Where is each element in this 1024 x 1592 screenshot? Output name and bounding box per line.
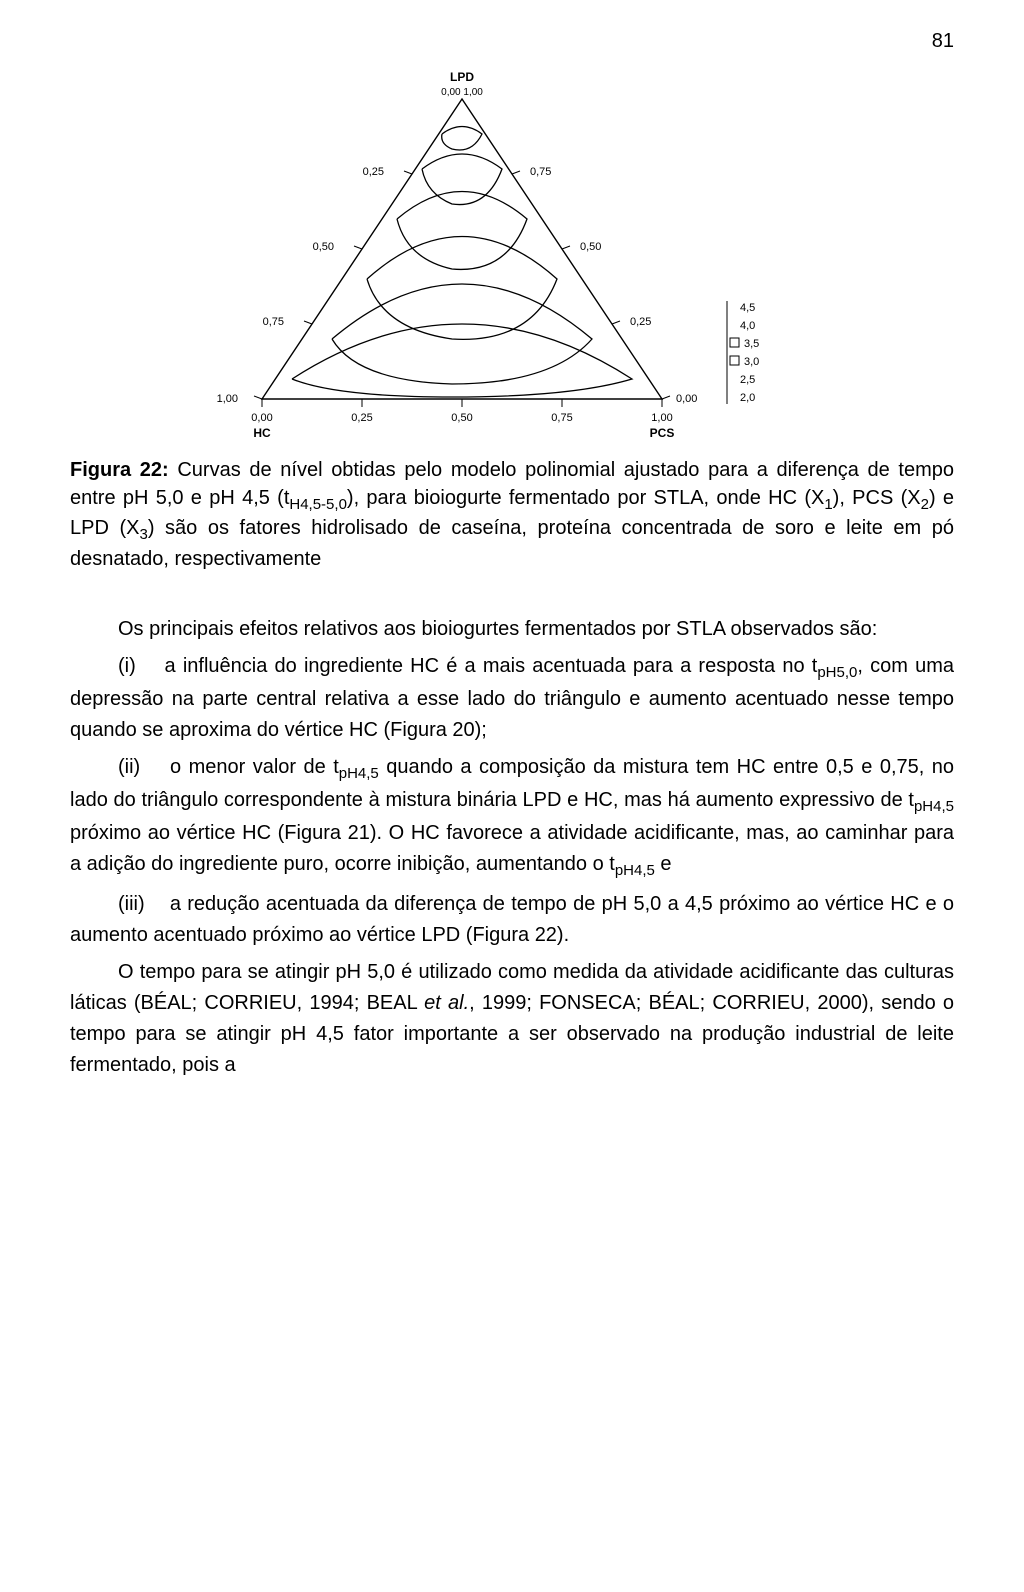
tick-left-1: 0,50 [313, 241, 334, 253]
tick-bottom-1: 0,25 [351, 412, 372, 424]
caption-rest: Curvas de nível obtidas pelo modelo poli… [70, 459, 954, 570]
legend-5: 2,0 [740, 392, 755, 404]
item-ii-label: (ii) [118, 756, 140, 778]
item-i: (i) a influência do ingrediente HC é a m… [70, 651, 954, 746]
item-i-label: (i) [118, 655, 136, 677]
tick-left-0: 0,25 [363, 166, 384, 178]
vertex-right-label: PCS [650, 426, 675, 439]
tick-right-2: 0,25 [630, 316, 651, 328]
legend-0: 4,5 [740, 302, 755, 314]
figure-caption: Figura 22: Curvas de nível obtidas pelo … [70, 457, 954, 574]
ternary-plot: 0,25 0,50 0,75 1,00 0,75 0,50 0,25 0,00 … [152, 59, 872, 439]
tick-right-3: 0,00 [676, 393, 697, 405]
item-iii: (iii) a redução acentuada da diferença d… [70, 889, 954, 951]
tick-right-1: 0,50 [580, 241, 601, 253]
paragraph-intro: Os principais efeitos relativos aos bioi… [70, 614, 954, 645]
legend-1: 4,0 [740, 320, 755, 332]
legend: 4,5 4,0 3,5 3,0 2,5 2,0 [727, 301, 759, 404]
legend-2: 3,5 [744, 338, 759, 350]
tick-left-2: 0,75 [263, 316, 284, 328]
tick-bottom-0: 0,00 [251, 412, 272, 424]
caption-bold-text: Figura 22: [70, 459, 169, 481]
figure-wrap: 0,25 0,50 0,75 1,00 0,75 0,50 0,25 0,00 … [70, 59, 954, 439]
legend-4: 2,5 [740, 374, 755, 386]
tick-bottom-2: 0,50 [451, 412, 472, 424]
tick-bottom-4: 1,00 [651, 412, 672, 424]
tick-right-0: 0,75 [530, 166, 551, 178]
vertex-top-label: LPD [450, 70, 474, 84]
item-iii-text: a redução acentuada da diferença de temp… [70, 893, 954, 946]
contours [292, 127, 632, 398]
vertex-top-sub: 0,00 1,00 [441, 87, 483, 98]
item-iii-label: (iii) [118, 893, 145, 915]
page-number: 81 [70, 30, 954, 53]
tick-left-3: 1,00 [217, 393, 238, 405]
body-text: Os principais efeitos relativos aos bioi… [70, 614, 954, 1081]
paragraph-final: O tempo para se atingir pH 5,0 é utiliza… [70, 957, 954, 1081]
legend-3: 3,0 [744, 356, 759, 368]
item-ii: (ii) o menor valor de tpH4,5 quando a co… [70, 752, 954, 883]
tick-bottom-3: 0,75 [551, 412, 572, 424]
caption-bold: Figura 22: [70, 459, 169, 481]
page: 81 [0, 0, 1024, 1127]
vertex-left-label: HC [253, 426, 271, 439]
